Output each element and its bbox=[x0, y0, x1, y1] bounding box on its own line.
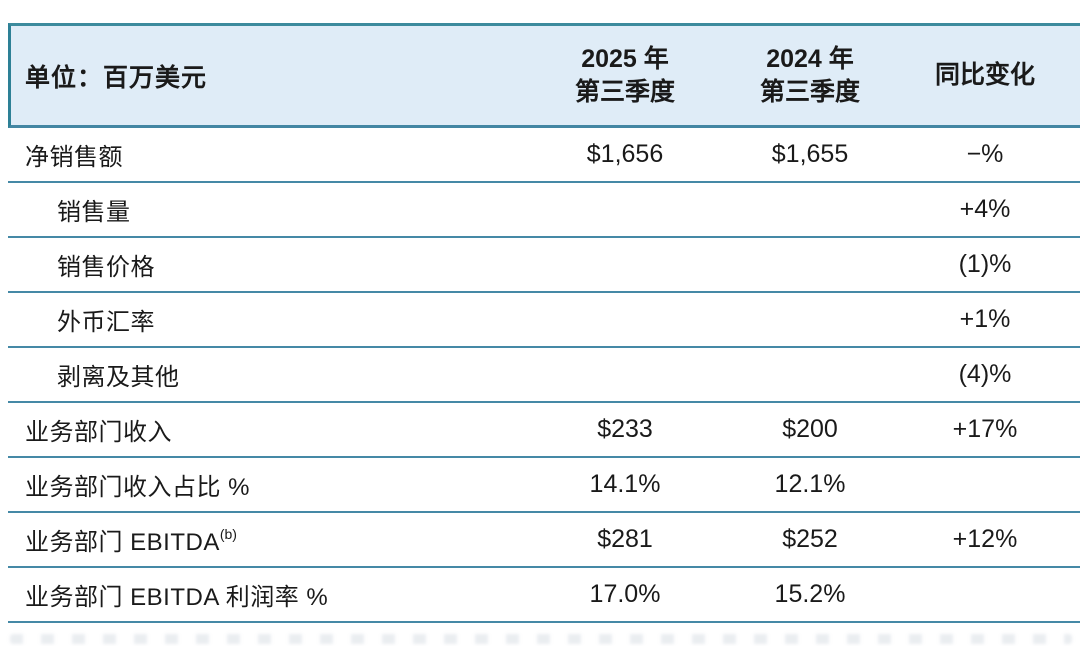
column-header-q3-2025-line1: 2025 年 bbox=[581, 45, 669, 73]
row-label: 业务部门 EBITDA 利润率 % bbox=[25, 584, 329, 611]
row-label: 销售价格 bbox=[57, 254, 155, 281]
column-header-q3-2025-line2: 第三季度 bbox=[574, 77, 675, 106]
value-q3-2025: 17.0% bbox=[589, 580, 661, 608]
value-q3-2024: $1,655 bbox=[771, 140, 849, 168]
row-label: 净销售额 bbox=[25, 144, 123, 171]
value-q3-2025: $1,656 bbox=[586, 140, 664, 168]
value-q3-2024: 15.2% bbox=[774, 580, 846, 608]
row-label: 外币汇率 bbox=[57, 309, 155, 336]
value-q3-2024: 12.1% bbox=[774, 470, 846, 498]
table-row-sales-volume: 销售量 +4% bbox=[8, 183, 1080, 238]
table-row-segment-income: 业务部门收入 $233 $200 +17% bbox=[8, 403, 1080, 458]
value-yoy-change: +12% bbox=[952, 525, 1018, 553]
value-yoy-change: −% bbox=[966, 140, 1004, 168]
value-yoy-change: +4% bbox=[959, 195, 1011, 223]
table-row-divestitures-other: 剥离及其他 (4)% bbox=[8, 348, 1080, 403]
quarterly-results-table: 单位：百万美元 2025 年 第三季度 2024 年 第三季度 同比变化 净销售… bbox=[8, 23, 1080, 623]
row-label: 销售量 bbox=[57, 199, 131, 226]
value-q3-2024: $252 bbox=[782, 525, 838, 553]
row-label: 剥离及其他 bbox=[57, 364, 180, 391]
table-body: 净销售额 $1,656 $1,655 −% 销售量 +4% 销售价格 (1)% … bbox=[8, 128, 1080, 623]
row-label: 业务部门收入 bbox=[25, 419, 172, 446]
value-q3-2024: $200 bbox=[782, 415, 838, 443]
row-label: 业务部门 EBITDA(b) bbox=[25, 526, 237, 556]
value-yoy-change: (4)% bbox=[958, 360, 1012, 388]
column-header-q3-2024-line2: 第三季度 bbox=[759, 77, 860, 106]
table-row-segment-income-margin: 业务部门收入占比 % 14.1% 12.1% bbox=[8, 458, 1080, 513]
value-yoy-change: (1)% bbox=[958, 250, 1012, 278]
value-yoy-change: +17% bbox=[952, 415, 1018, 443]
value-q3-2025: $281 bbox=[597, 525, 653, 553]
column-header-q3-2024: 2024 年 第三季度 bbox=[730, 43, 890, 108]
column-header-q3-2024-line1: 2024 年 bbox=[766, 45, 854, 73]
table-row-segment-ebitda-margin: 业务部门 EBITDA 利润率 % 17.0% 15.2% bbox=[8, 568, 1080, 623]
value-q3-2025: 14.1% bbox=[589, 470, 661, 498]
row-label: 业务部门收入占比 % bbox=[25, 474, 251, 501]
column-header-q3-2025: 2025 年 第三季度 bbox=[520, 43, 730, 108]
cropped-next-row-artifact bbox=[10, 634, 1072, 644]
value-yoy-change: +1% bbox=[959, 305, 1011, 333]
table-row-sales-price: 销售价格 (1)% bbox=[8, 238, 1080, 293]
table-row-net-sales: 净销售额 $1,656 $1,655 −% bbox=[8, 128, 1080, 183]
column-header-yoy-change: 同比变化 bbox=[934, 61, 1035, 90]
table-row-segment-ebitda: 业务部门 EBITDA(b) $281 $252 +12% bbox=[8, 513, 1080, 568]
table-row-fx-rate: 外币汇率 +1% bbox=[8, 293, 1080, 348]
table-header-row: 单位：百万美元 2025 年 第三季度 2024 年 第三季度 同比变化 bbox=[8, 23, 1080, 128]
footnote-marker-b: (b) bbox=[219, 526, 237, 542]
value-q3-2025: $233 bbox=[597, 415, 653, 443]
column-header-unit: 单位：百万美元 bbox=[25, 63, 208, 92]
